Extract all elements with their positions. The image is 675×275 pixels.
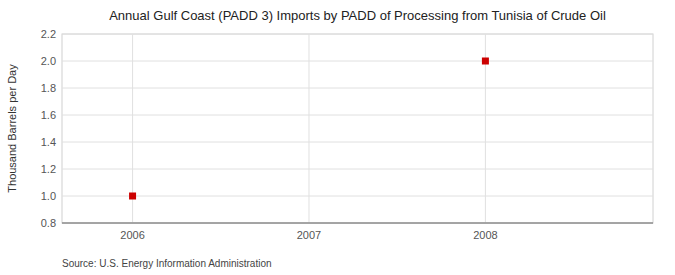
chart: 0.8 1.0 1.2 1.4 1.6 1.8 2.0 2.2 2006 2007 2008 Annu… [0, 0, 675, 275]
x-grid-line [308, 34, 309, 223]
y-tick-label: 1.0 [41, 190, 56, 202]
source-note: Source: U.S. Energy Information Administ… [62, 258, 272, 269]
y-tick-label: 1.8 [41, 82, 56, 94]
x-tick-label: 2006 [120, 229, 144, 241]
title: Annual Gulf Coast (PADD 3) Imports by PA… [109, 8, 606, 23]
y-axis-label: Thousand Barrels per Day [6, 64, 18, 193]
points [129, 58, 489, 200]
y-tick-label: 1.4 [41, 136, 56, 148]
grid [62, 34, 653, 223]
y-tick-label: 0.8 [41, 217, 56, 229]
y-grid-line [62, 196, 653, 197]
x-tick-label: 2008 [473, 229, 497, 241]
plot-frame [62, 34, 653, 223]
y-grid-line [62, 34, 653, 35]
y-grid-line [62, 223, 653, 224]
y-tick-label: 1.2 [41, 163, 56, 175]
x-axis-line [62, 223, 653, 224]
point [129, 193, 136, 200]
x-tick-label: 2007 [297, 229, 321, 241]
y-grid-line [62, 115, 653, 116]
y-tick-label: 1.6 [41, 109, 56, 121]
tick-labels: 0.8 1.0 1.2 1.4 1.6 1.8 2.0 2.2 2006 2007 2008 [41, 28, 498, 241]
y-grid-line [62, 142, 653, 143]
point [482, 58, 489, 65]
y-tick-label: 2.2 [41, 28, 56, 40]
y-grid-line [62, 88, 653, 89]
y-grid-line [62, 169, 653, 170]
y-grid-line [62, 61, 653, 62]
y-tick-label: 2.0 [41, 55, 56, 67]
